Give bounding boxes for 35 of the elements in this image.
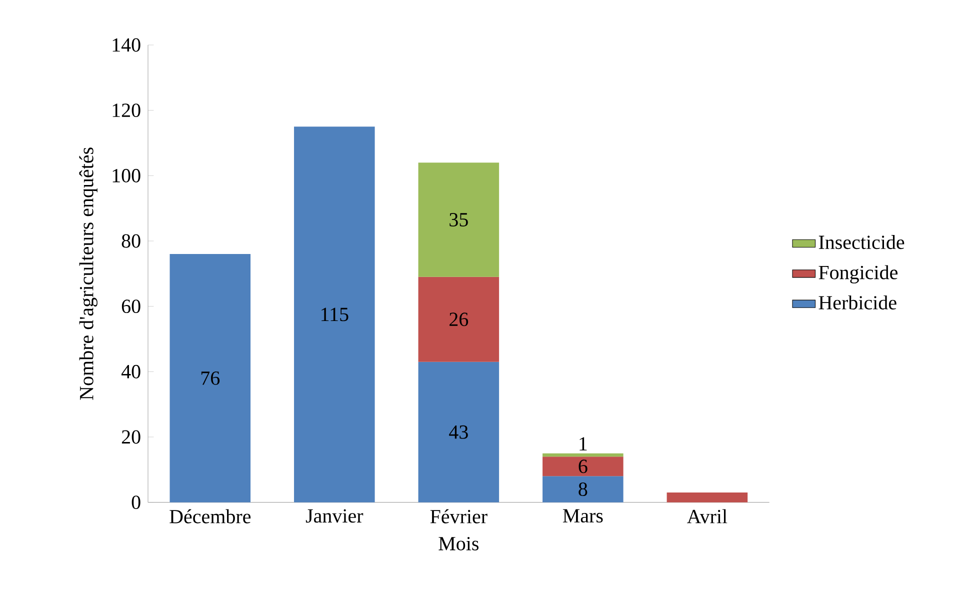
bar	[418, 162, 500, 277]
data-label: 26	[450, 312, 468, 326]
x-tick-label: Décembre	[170, 509, 251, 524]
y-tick-label: 0	[132, 496, 140, 510]
data-label: 115	[322, 308, 348, 322]
x-axis-title: Mois	[438, 536, 478, 550]
bar	[666, 492, 748, 502]
y-tick-label: 40	[121, 364, 140, 378]
bar	[418, 276, 500, 362]
bar	[542, 476, 624, 502]
x-tick-label: Février	[430, 509, 488, 524]
legend-label: Fongicide	[818, 265, 898, 284]
x-tick-label: Avril	[687, 509, 728, 524]
bar	[542, 456, 624, 476]
y-tick-label: 60	[122, 300, 140, 314]
bar	[170, 254, 251, 502]
legend-label: Herbicide	[818, 295, 896, 310]
data-label: 76	[201, 371, 220, 385]
x-tick-label: Mars	[562, 509, 603, 523]
y-tick-label: 100	[112, 168, 140, 182]
data-label: 6	[578, 460, 588, 474]
bar	[418, 362, 500, 502]
y-axis-title: Nombre d'agriculteurs enquêtés	[79, 148, 98, 400]
data-label: 43	[449, 425, 468, 439]
bar	[294, 126, 375, 502]
data-label: 1	[580, 437, 587, 450]
y-tick-label: 20	[122, 430, 140, 444]
x-tick-label: Janvier	[306, 509, 364, 523]
data-label: 8	[578, 482, 588, 496]
legend-label: Insecticide	[818, 235, 904, 250]
y-tick-label: 120	[112, 104, 140, 118]
data-label: 35	[450, 213, 468, 226]
bar	[542, 453, 624, 457]
y-tick-label: 80	[122, 234, 140, 248]
y-tick-label: 140	[112, 38, 140, 52]
